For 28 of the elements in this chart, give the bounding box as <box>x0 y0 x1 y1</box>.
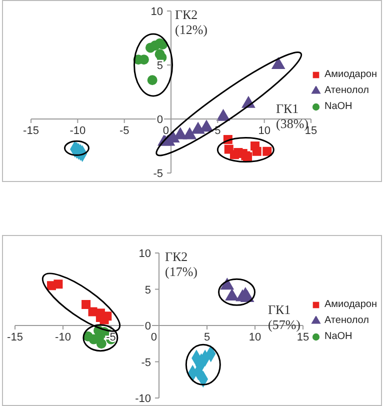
y-axis-title: ГК2 (12%) <box>175 7 208 37</box>
y-tick-label: 10 <box>150 6 163 18</box>
x-tick-label: -10 <box>70 125 86 137</box>
y-tick-label: 0 <box>156 114 163 126</box>
y-tick-label: 5 <box>144 284 151 296</box>
x-axis-title: ГК1 (57%) <box>268 302 300 332</box>
y-tick-label: 5 <box>156 60 163 72</box>
x-tick-label: 15 <box>296 332 310 344</box>
x-tick-label: -15 <box>7 332 23 344</box>
y-axis-title: ГК2 (17%) <box>165 249 198 279</box>
x-tick-label: -15 <box>23 125 39 137</box>
legend-label: NaOH <box>324 330 352 344</box>
legend-label: Амиодарон <box>324 298 377 312</box>
legend-label: NaOH <box>324 100 352 114</box>
x-tick-label: -5 <box>106 332 116 344</box>
x-tick-label: 5 <box>204 332 210 344</box>
legend-label: Атенолол <box>324 84 369 98</box>
y-tick-label: -10 <box>135 393 151 405</box>
legend-label: Амиодарон <box>324 68 377 82</box>
x-tick-label: -5 <box>119 125 130 137</box>
legend-label: Атенолол <box>324 314 369 328</box>
x-tick-label: 10 <box>248 332 262 344</box>
x-tick-label: -10 <box>55 332 71 344</box>
x-tick-label: 10 <box>258 125 270 137</box>
y-tick-label: -5 <box>141 356 151 369</box>
y-tick-label: 10 <box>138 248 151 260</box>
y-tick-label: -5 <box>153 168 163 180</box>
y-tick-label: 0 <box>144 320 151 332</box>
